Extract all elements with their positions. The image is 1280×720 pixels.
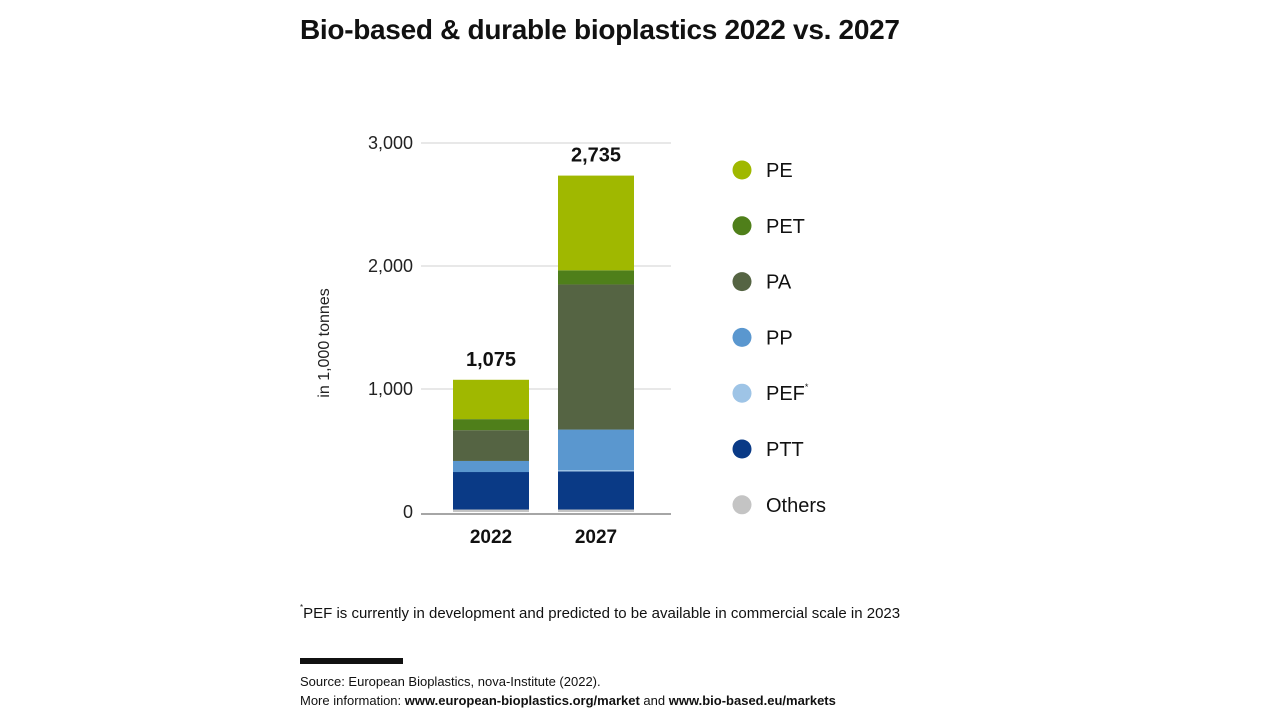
legend-label-pet: PET <box>766 216 805 238</box>
source-divider <box>300 658 403 664</box>
y-axis-label: in 1,000 tonnes <box>316 288 333 397</box>
legend-label-others: Others <box>766 495 826 517</box>
bar-segment-pp-2027 <box>558 429 634 471</box>
bar-segment-ptt-2027 <box>558 471 634 510</box>
bar-segment-pa-2027 <box>558 284 634 430</box>
legend-label-pef: PEF* <box>766 382 809 405</box>
chart-title: Bio-based & durable bioplastics 2022 vs.… <box>300 14 900 45</box>
bar-segment-pp-2022 <box>453 460 529 473</box>
legend-swatch-pe <box>732 160 752 180</box>
more-info-label: More information: <box>300 693 402 708</box>
more-info-line: More information: www.european-bioplasti… <box>300 691 836 710</box>
x-tick-label-2027: 2027 <box>575 527 617 548</box>
footnote: *PEF is currently in development and pre… <box>300 603 901 622</box>
legend-footnote-marker: * <box>805 382 809 392</box>
source-line: Source: European Bioplastics, nova-Insti… <box>300 674 601 689</box>
footnote-text: PEF is currently in development and pred… <box>303 605 901 622</box>
bar-segment-pa-2022 <box>453 430 529 461</box>
total-label-2022: 1,075 <box>466 349 516 371</box>
legend-label-pe: PE <box>766 160 793 182</box>
x-tick-label-2022: 2022 <box>470 527 512 548</box>
link-bio-based[interactable]: www.bio-based.eu/markets <box>668 693 836 708</box>
legend-label-ptt: PTT <box>766 439 804 461</box>
bar-segment-others-2022 <box>453 509 529 512</box>
legend-swatch-others <box>732 495 752 515</box>
y-tick-label: 1,000 <box>368 379 413 399</box>
source-block: Source: European Bioplastics, nova-Insti… <box>300 672 836 710</box>
legend-swatch-pa <box>732 272 752 292</box>
legend-label-pa: PA <box>766 272 792 294</box>
legend-swatch-ptt <box>732 439 752 459</box>
bar-segment-pef-2027 <box>558 470 634 472</box>
y-tick-label: 0 <box>403 502 413 522</box>
link-european-bioplastics[interactable]: www.european-bioplastics.org/market <box>404 693 640 708</box>
footnote-marker: * <box>300 603 304 612</box>
bar-segment-pet-2022 <box>453 419 529 431</box>
y-tick-label: 3,000 <box>368 133 413 153</box>
bar-segment-pe-2027 <box>558 175 634 271</box>
legend-swatch-pet <box>732 216 752 236</box>
total-label-2027: 2,735 <box>571 145 621 167</box>
legend-label-pp: PP <box>766 327 793 349</box>
legend-swatch-pef <box>732 383 752 403</box>
bar-segment-others-2027 <box>558 509 634 512</box>
legend-swatch-pp <box>732 327 752 347</box>
bar-segment-ptt-2022 <box>453 472 529 510</box>
bar-segment-pe-2022 <box>453 379 529 420</box>
bar-segment-pet-2027 <box>558 270 634 285</box>
y-tick-label: 2,000 <box>368 256 413 276</box>
and-text: and <box>643 693 666 708</box>
